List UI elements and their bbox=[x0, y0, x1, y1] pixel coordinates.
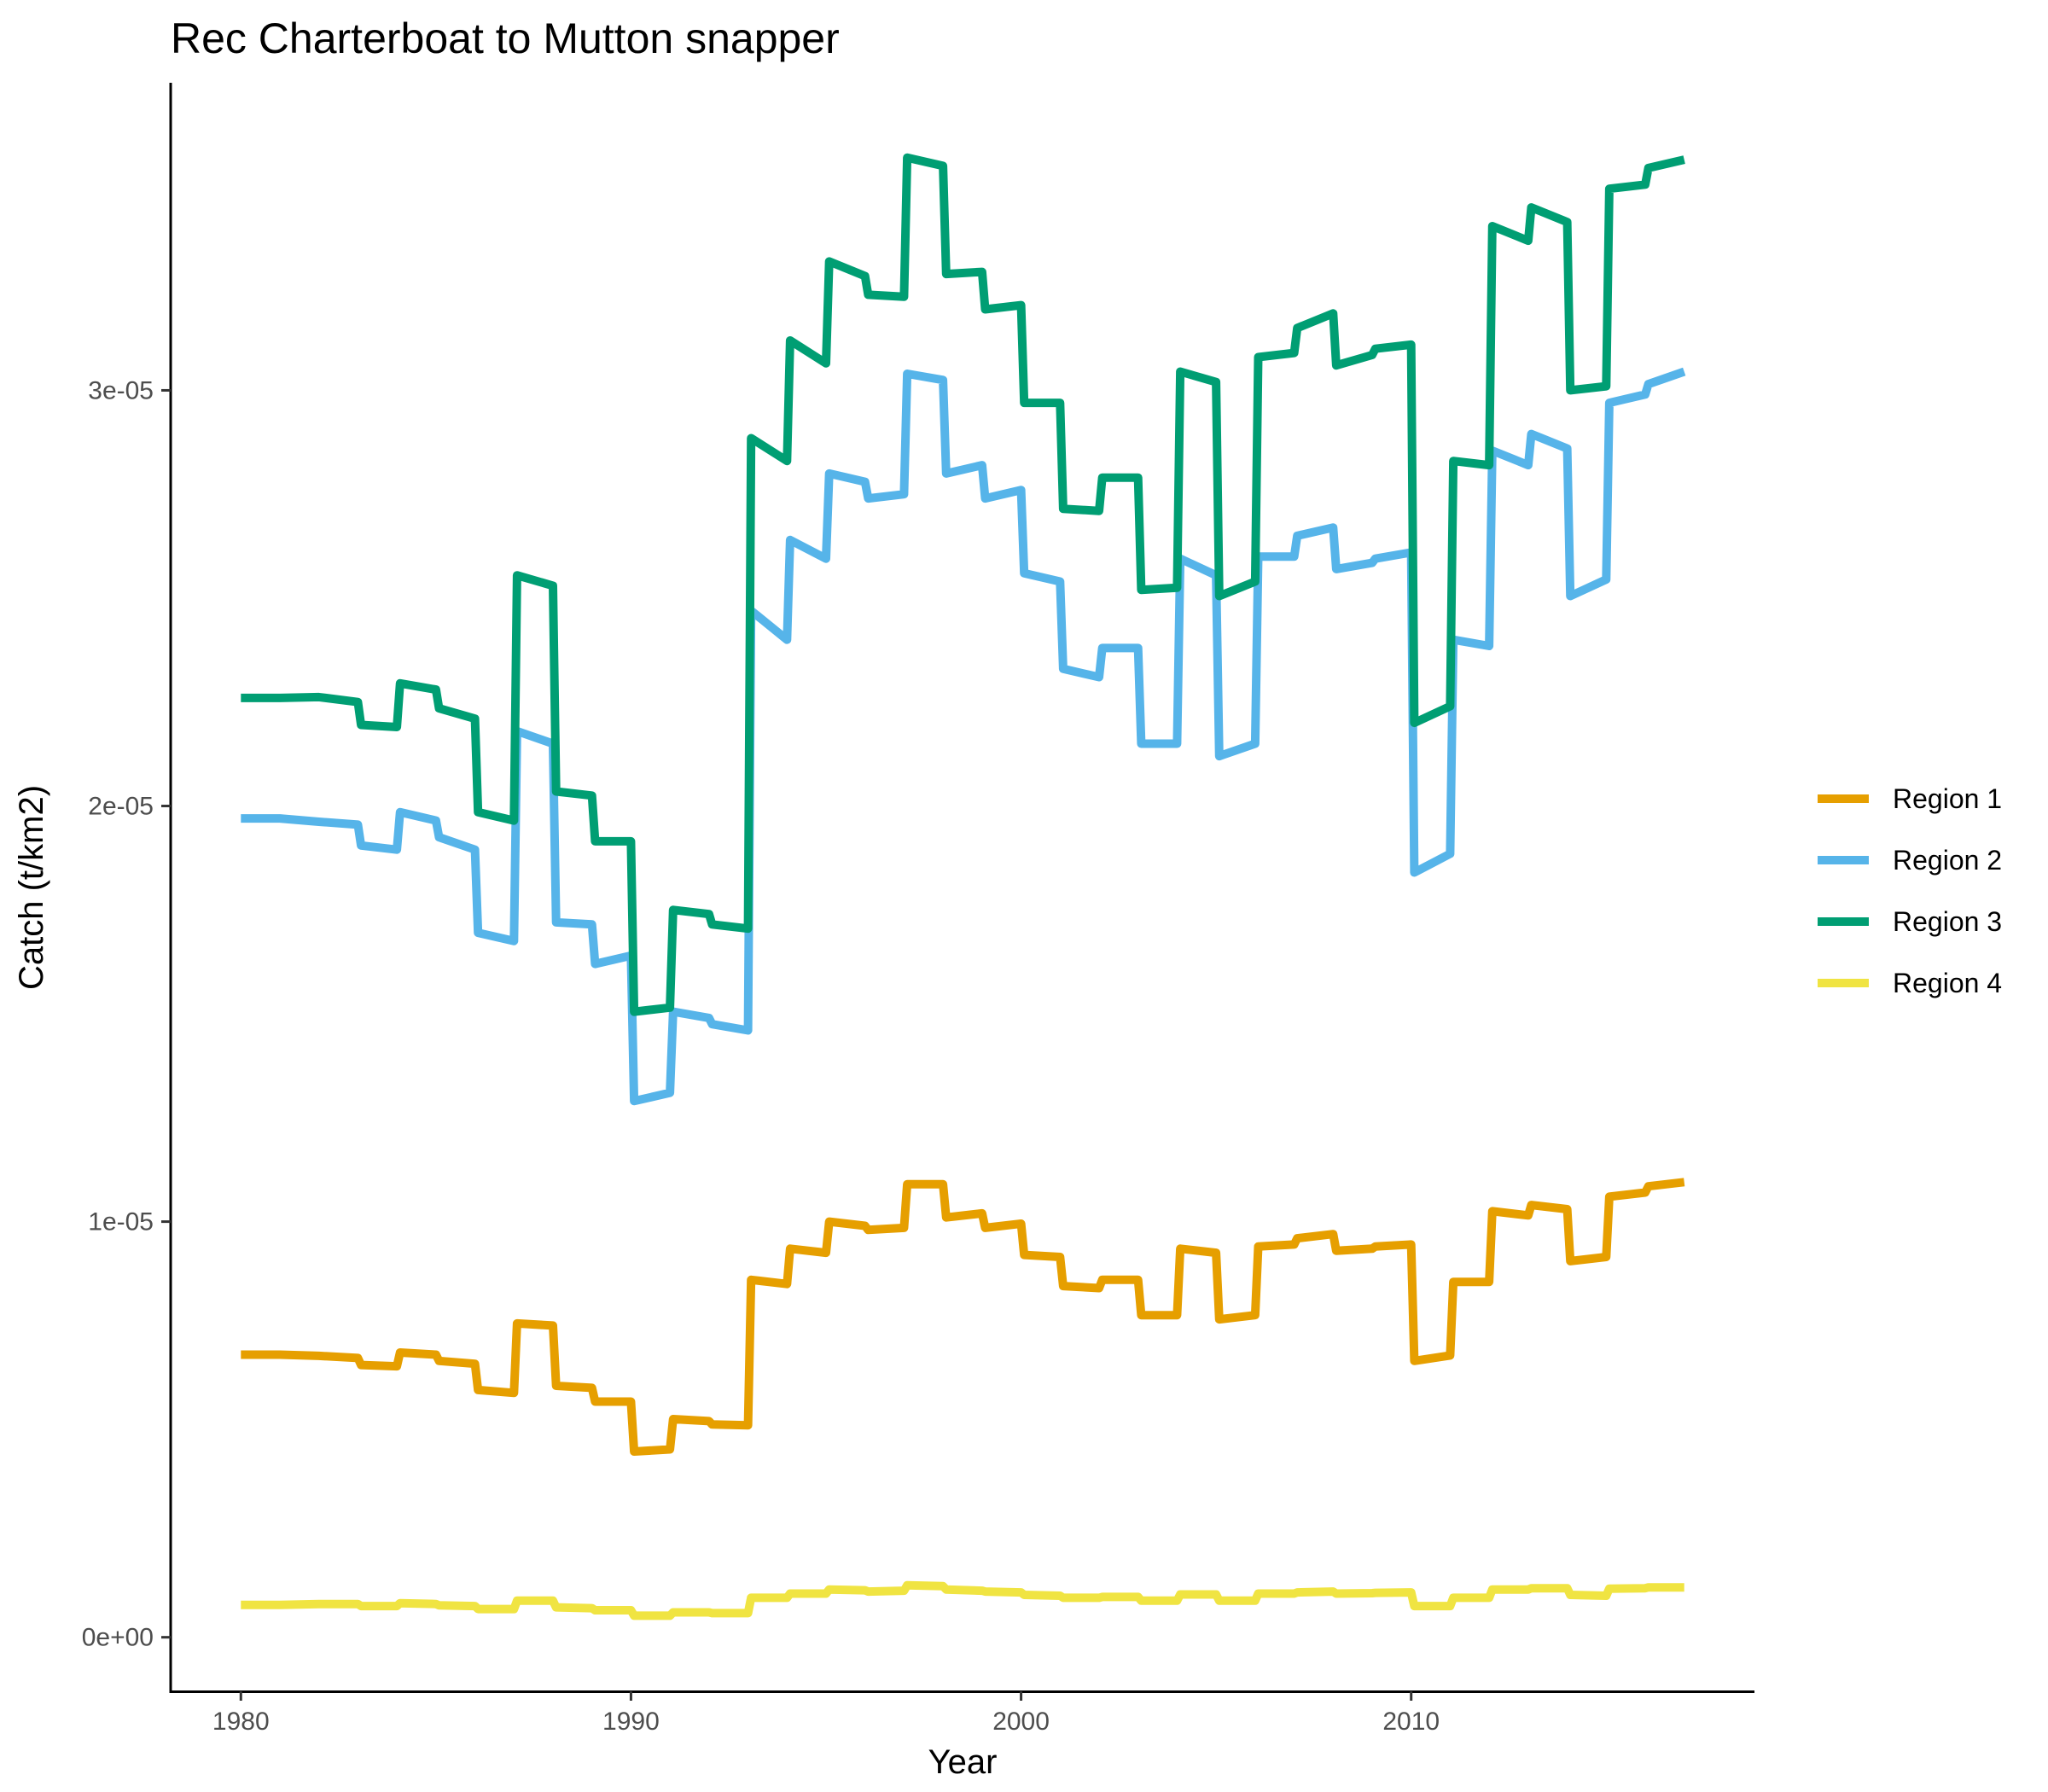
y-tick-label: 1e-05 bbox=[88, 1208, 154, 1236]
series-line-region-3 bbox=[241, 153, 1685, 1016]
series-line-region-4 bbox=[241, 1580, 1684, 1620]
y-tick-label: 0e+00 bbox=[82, 1624, 154, 1652]
y-tick-label: 3e-05 bbox=[88, 376, 154, 404]
x-tick-label: 2010 bbox=[1382, 1708, 1440, 1736]
x-tick-label: 1990 bbox=[602, 1708, 660, 1736]
plot-series bbox=[241, 153, 1686, 1620]
y-axis-ticks: 0e+00 1e-05 2e-05 3e-05 bbox=[82, 376, 171, 1652]
y-tick-label: 2e-05 bbox=[88, 793, 154, 821]
legend-label-region-4: Region 4 bbox=[1893, 968, 2002, 998]
legend-label-region-1: Region 1 bbox=[1893, 783, 2002, 814]
x-tick-label: 2000 bbox=[992, 1708, 1050, 1736]
series-line-region-1 bbox=[241, 1178, 1685, 1456]
legend-label-region-3: Region 3 bbox=[1893, 906, 2002, 937]
chart-title: Rec Charterboat to Mutton snapper bbox=[171, 15, 840, 62]
x-tick-label: 1980 bbox=[212, 1708, 270, 1736]
legend: Region 1 Region 2 Region 3 Region 4 bbox=[1818, 783, 2002, 998]
x-axis-ticks: 1980 1990 2000 2010 bbox=[212, 1691, 1440, 1736]
x-axis-title: Year bbox=[928, 1743, 998, 1781]
legend-label-region-2: Region 2 bbox=[1893, 845, 2002, 876]
series-line-region-2 bbox=[241, 367, 1686, 1106]
y-axis-title: Catch (t/km2) bbox=[13, 785, 50, 990]
